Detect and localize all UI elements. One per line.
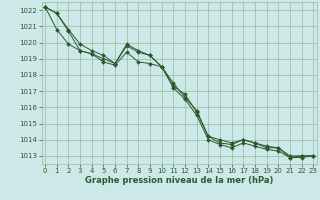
X-axis label: Graphe pression niveau de la mer (hPa): Graphe pression niveau de la mer (hPa): [85, 176, 273, 185]
